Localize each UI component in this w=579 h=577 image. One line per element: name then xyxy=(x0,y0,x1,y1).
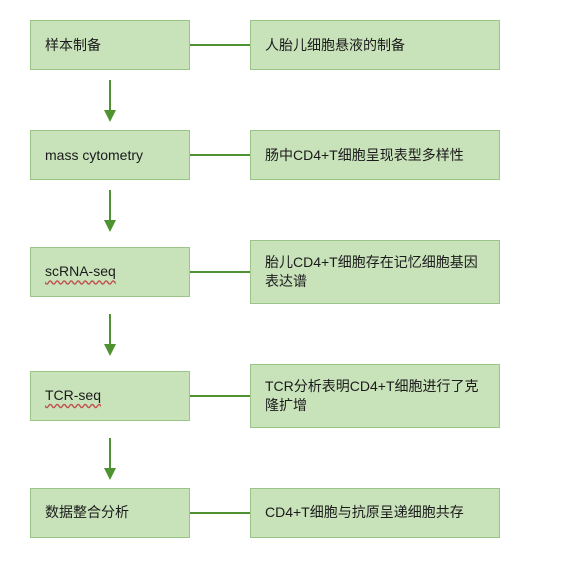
description-label: TCR分析表明CD4+T细胞进行了克隆扩增 xyxy=(265,377,485,415)
step-label: 数据整合分析 xyxy=(45,503,129,522)
step-label: 样本制备 xyxy=(45,36,101,55)
flowchart: 样本制备 人胎儿细胞悬液的制备 mass cytometry 肠中CD4+T细胞呈现表… xyxy=(30,20,549,538)
description-label: 人胎儿细胞悬液的制备 xyxy=(265,36,405,55)
connector-horizontal xyxy=(190,154,250,156)
arrow-down-icon xyxy=(109,314,111,354)
arrow-zone xyxy=(30,428,190,488)
description-box: 胎儿CD4+T细胞存在记忆细胞基因表达谱 xyxy=(250,240,500,304)
description-label: CD4+T细胞与抗原呈递细胞共存 xyxy=(265,503,464,522)
arrow-down-icon xyxy=(109,80,111,120)
connector-horizontal xyxy=(190,271,250,273)
connector-horizontal xyxy=(190,395,250,397)
connector-horizontal xyxy=(190,44,250,46)
step-label: mass cytometry xyxy=(45,146,143,165)
arrow-zone xyxy=(30,180,190,240)
step-box: TCR-seq xyxy=(30,371,190,421)
step-label: scRNA-seq xyxy=(45,262,116,281)
arrow-zone xyxy=(30,304,190,364)
step-box: mass cytometry xyxy=(30,130,190,180)
description-label: 胎儿CD4+T细胞存在记忆细胞基因表达谱 xyxy=(265,253,485,291)
step-label: TCR-seq xyxy=(45,386,101,405)
description-box: TCR分析表明CD4+T细胞进行了克隆扩增 xyxy=(250,364,500,428)
step-box: scRNA-seq xyxy=(30,247,190,297)
step-box: 数据整合分析 xyxy=(30,488,190,538)
flow-row: 数据整合分析 CD4+T细胞与抗原呈递细胞共存 xyxy=(30,488,549,538)
description-box: 人胎儿细胞悬液的制备 xyxy=(250,20,500,70)
step-box: 样本制备 xyxy=(30,20,190,70)
arrow-down-icon xyxy=(109,438,111,478)
arrow-zone xyxy=(30,70,190,130)
description-box: CD4+T细胞与抗原呈递细胞共存 xyxy=(250,488,500,538)
description-label: 肠中CD4+T细胞呈现表型多样性 xyxy=(265,146,464,165)
flow-row: TCR-seq TCR分析表明CD4+T细胞进行了克隆扩增 xyxy=(30,364,549,428)
arrow-down-icon xyxy=(109,190,111,230)
flow-row: scRNA-seq 胎儿CD4+T细胞存在记忆细胞基因表达谱 xyxy=(30,240,549,304)
description-box: 肠中CD4+T细胞呈现表型多样性 xyxy=(250,130,500,180)
flow-row: 样本制备 人胎儿细胞悬液的制备 xyxy=(30,20,549,70)
connector-horizontal xyxy=(190,512,250,514)
flow-row: mass cytometry 肠中CD4+T细胞呈现表型多样性 xyxy=(30,130,549,180)
